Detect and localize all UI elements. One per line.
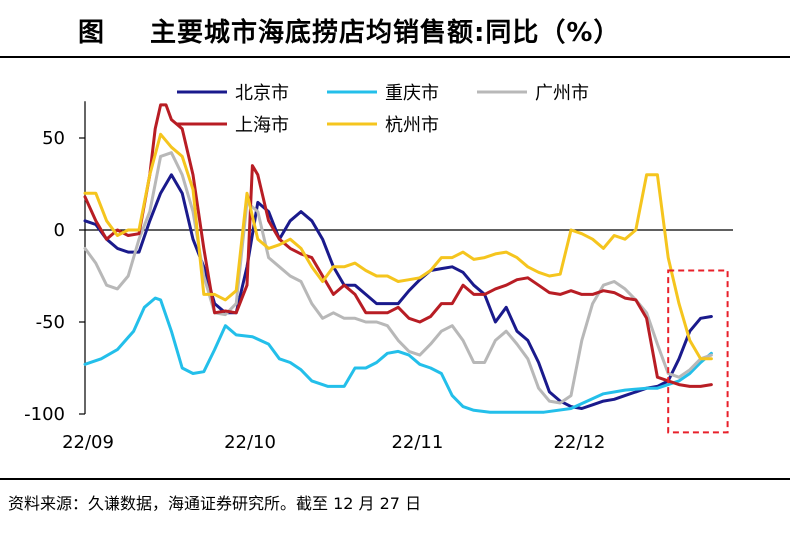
source-note: 资料来源：久谦数据，海通证券研究所。截至 12 月 27 日 (8, 494, 422, 513)
figure-header: 图 主要城市海底捞店均销售额:同比（%） (0, 0, 790, 58)
x-tick-label: 22/12 (553, 432, 605, 453)
highlight-box (667, 269, 729, 434)
series-line-4 (83, 132, 713, 361)
legend-label: 上海市 (235, 115, 289, 136)
x-tick-label: 22/09 (62, 432, 114, 453)
series-line-1 (83, 296, 713, 414)
legend-label: 重庆市 (385, 83, 439, 104)
line-chart: 50 0 -50 -100 22/09 22/10 22/11 22/12 北京市 重庆市 广州市上… (24, 83, 733, 453)
legend-label: 杭州市 (385, 115, 439, 136)
figure-label: 图 (78, 18, 106, 48)
x-tick-label: 22/11 (391, 432, 443, 453)
y-tick-label: 50 (42, 128, 65, 149)
y-tick-label: -100 (24, 404, 65, 425)
x-tick-label: 22/10 (224, 432, 276, 453)
series-line-0 (83, 173, 713, 410)
y-tick-label: 0 (54, 220, 65, 241)
chart-title: 主要城市海底捞店均销售额:同比（%） (150, 18, 621, 48)
series-line-3 (83, 103, 713, 388)
top-rule (0, 56, 790, 58)
legend-label: 北京市 (235, 83, 289, 104)
y-tick-label: -50 (36, 312, 65, 333)
series-line-2 (83, 151, 713, 405)
bottom-rule (0, 478, 790, 480)
legend-label: 广州市 (535, 83, 589, 104)
